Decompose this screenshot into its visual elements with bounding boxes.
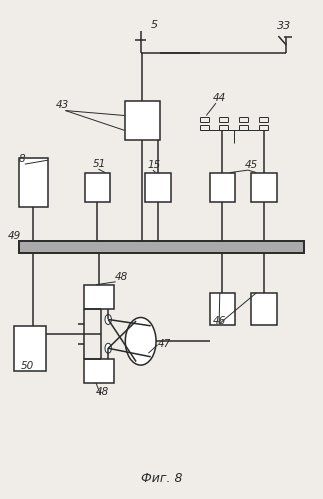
Bar: [210, 173, 235, 203]
Text: 15: 15: [147, 160, 160, 170]
Text: 51: 51: [93, 159, 106, 169]
Bar: [210, 293, 235, 325]
Text: 33: 33: [277, 21, 291, 31]
Bar: [125, 101, 160, 140]
Text: 48: 48: [96, 387, 109, 397]
Bar: [84, 359, 114, 383]
Text: 46: 46: [213, 316, 226, 326]
Text: 50: 50: [21, 361, 34, 371]
Text: 8: 8: [19, 154, 26, 164]
Bar: [251, 293, 277, 325]
Bar: [19, 241, 304, 253]
Text: 43: 43: [56, 100, 69, 110]
Text: 48: 48: [115, 272, 128, 282]
Text: 47: 47: [158, 339, 172, 349]
Bar: [14, 326, 46, 371]
Text: 44: 44: [213, 93, 226, 103]
Text: 45: 45: [245, 160, 258, 170]
Text: 49: 49: [8, 231, 21, 241]
Text: Фиг. 8: Фиг. 8: [141, 472, 182, 485]
Circle shape: [105, 314, 111, 324]
Text: 5: 5: [150, 19, 157, 29]
Bar: [145, 173, 171, 203]
Circle shape: [105, 343, 111, 353]
Bar: [85, 173, 110, 203]
Bar: [251, 173, 277, 203]
Circle shape: [125, 317, 156, 365]
Bar: [19, 158, 48, 207]
Bar: [84, 285, 114, 308]
